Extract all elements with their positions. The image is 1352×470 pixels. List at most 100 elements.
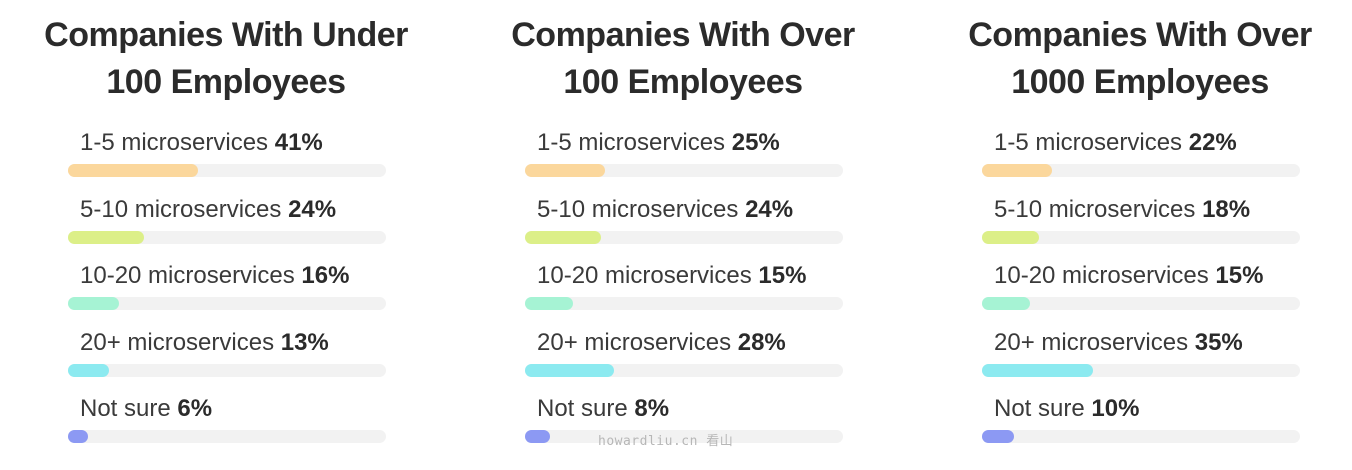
value-label: 25% (731, 129, 780, 156)
category-label: 5-10 microservices (537, 195, 739, 223)
bar-row: 10-20 microservices 15% (525, 261, 855, 321)
bar-track (68, 430, 386, 443)
bar-track (525, 363, 843, 377)
bar (982, 297, 1030, 310)
bar (525, 164, 605, 177)
bar-label: 10-20 microservices 16% (80, 261, 349, 291)
bar-label: 10-20 microservices 15% (994, 261, 1263, 291)
category-label: 20+ microservices (80, 328, 275, 356)
bar-label: 1-5 microservices 22% (994, 128, 1237, 158)
bar (68, 363, 110, 377)
chart-title-line: 100 Employees (563, 63, 803, 101)
bar (68, 230, 145, 244)
bar-label: 20+ microservices 28% (537, 328, 786, 358)
chart-title-line: 100 Employees (106, 63, 346, 101)
bar-label: 20+ microservices 35% (994, 328, 1243, 358)
bar-track (525, 430, 843, 443)
bar-row: 1-5 microservices 22% (982, 128, 1312, 188)
bar-track (525, 297, 843, 310)
chart-over-100: Companies With Over 100 Employees 1-5 micr… (483, 0, 883, 470)
bar-track (982, 430, 1300, 443)
bar (68, 430, 88, 443)
chart-title-line: Companies With Under (44, 16, 408, 54)
category-label: 10-20 microservices (537, 262, 752, 289)
bar-row: Not sure 6% (68, 394, 398, 454)
bar-track (68, 297, 386, 310)
bar-row: 10-20 microservices 16% (68, 261, 398, 321)
value-label: 15% (758, 262, 807, 289)
bar (525, 297, 573, 310)
bar-row: 1-5 microservices 41% (68, 128, 398, 188)
bar-track (68, 164, 386, 177)
bar-row: 10-20 microservices 15% (982, 261, 1312, 321)
bar-track (68, 363, 386, 377)
bar-row: 20+ microservices 28% (525, 328, 855, 388)
chart-title-line: Companies With Over (511, 16, 855, 54)
bar-label: Not sure 8% (537, 394, 669, 424)
category-label: 20+ microservices (994, 328, 1189, 356)
bar-row: 5-10 microservices 18% (982, 195, 1312, 255)
bar-label: 10-20 microservices 15% (537, 261, 806, 291)
bar-track (68, 230, 386, 244)
bar-row: 5-10 microservices 24% (525, 195, 855, 255)
value-label: 13% (280, 328, 329, 356)
bar (982, 164, 1052, 177)
value-label: 10% (1091, 395, 1140, 422)
value-label: 28% (737, 328, 786, 356)
value-label: 6% (177, 395, 213, 422)
category-label: Not sure (80, 395, 171, 422)
bar-label: Not sure 10% (994, 394, 1139, 424)
bar-row: 1-5 microservices 25% (525, 128, 855, 188)
bar-row: 20+ microservices 13% (68, 328, 398, 388)
bar-label: Not sure 6% (80, 394, 212, 424)
bar-label: 1-5 microservices 25% (537, 128, 780, 158)
bar-label: 5-10 microservices 24% (80, 195, 336, 225)
value-label: 35% (1194, 328, 1243, 356)
chart-title-line: Companies With Over (968, 16, 1312, 54)
bar (525, 230, 602, 244)
bar (525, 363, 614, 377)
chart-under-100: Companies With Under 100 Employees 1-5 mic… (26, 0, 426, 470)
category-label: 10-20 microservices (994, 262, 1209, 289)
bar (68, 164, 199, 177)
value-label: 24% (288, 195, 337, 223)
chart-title: Companies With Over 100 Employees (483, 12, 883, 106)
bar (982, 363, 1094, 377)
bar-track (982, 297, 1300, 310)
category-label: Not sure (537, 395, 628, 422)
chart-title-line: 1000 Employees (1011, 63, 1269, 101)
bar-track (525, 164, 843, 177)
category-label: 10-20 microservices (80, 262, 295, 289)
bar-row: 20+ microservices 35% (982, 328, 1312, 388)
bar-track (525, 230, 843, 244)
bar-row: 5-10 microservices 24% (68, 195, 398, 255)
category-label: 1-5 microservices (994, 129, 1183, 156)
bar (525, 430, 551, 443)
value-label: 22% (1188, 129, 1237, 156)
category-label: 5-10 microservices (994, 195, 1196, 223)
category-label: 5-10 microservices (80, 195, 282, 223)
bar-track (982, 164, 1300, 177)
watermark-text: howardliu.cn 看山 (598, 434, 734, 449)
value-label: 24% (745, 195, 794, 223)
value-label: 16% (301, 262, 350, 289)
bar-label: 5-10 microservices 18% (994, 195, 1250, 225)
category-label: 20+ microservices (537, 328, 732, 356)
bar (982, 230, 1040, 244)
bar-label: 20+ microservices 13% (80, 328, 329, 358)
category-label: 1-5 microservices (537, 129, 726, 156)
value-label: 41% (274, 129, 323, 156)
bar (982, 430, 1014, 443)
value-label: 18% (1202, 195, 1251, 223)
bar-row: Not sure 10% (982, 394, 1312, 454)
chart-title: Companies With Under 100 Employees (26, 12, 426, 106)
bar-track (982, 230, 1300, 244)
category-label: 1-5 microservices (80, 129, 269, 156)
bar-label: 5-10 microservices 24% (537, 195, 793, 225)
bar-track (982, 363, 1300, 377)
value-label: 8% (634, 395, 670, 422)
bar-row: Not sure 8% (525, 394, 855, 454)
chart-over-1000: Companies With Over 1000 Employees 1-5 mic… (940, 0, 1340, 470)
bar (68, 297, 119, 310)
category-label: Not sure (994, 395, 1085, 422)
